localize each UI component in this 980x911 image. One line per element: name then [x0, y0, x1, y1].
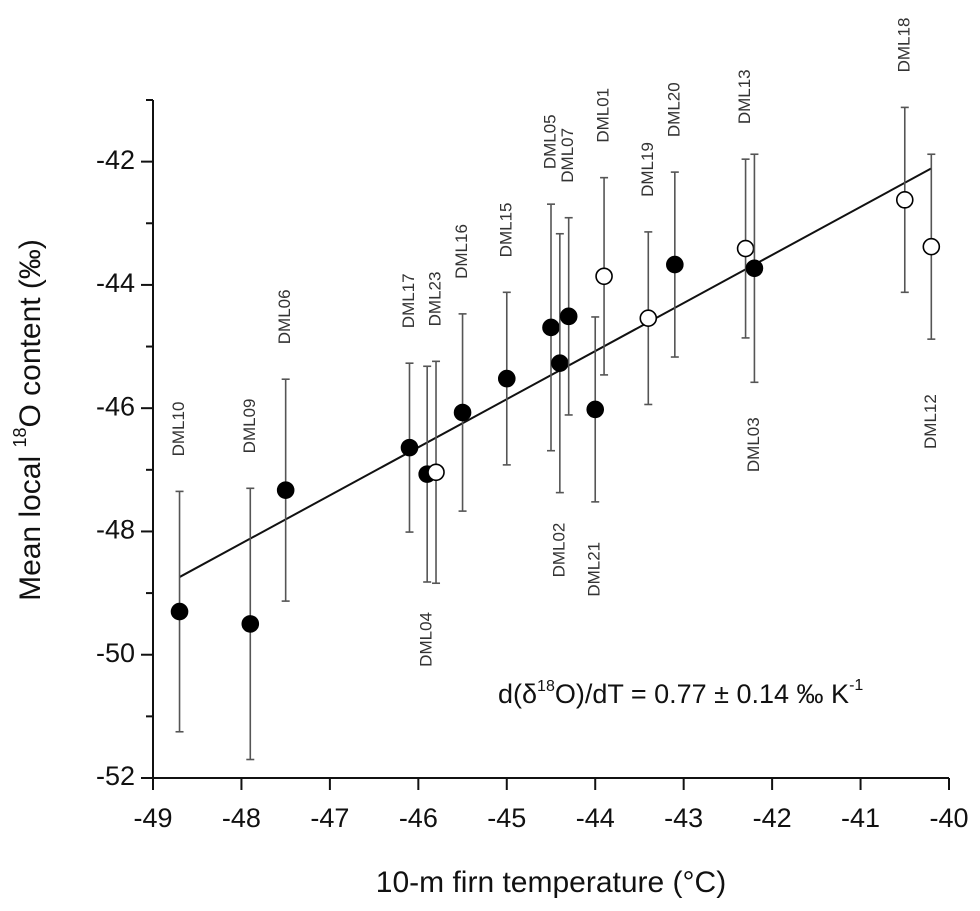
point-label: DML13	[735, 69, 754, 124]
point-label: DML21	[585, 542, 604, 597]
x-tick-label: -42	[753, 803, 792, 833]
annotation-text: O)/dT = 0.77 ± 0.14 ‰ K	[555, 679, 849, 709]
y-tick-label: -44	[96, 268, 135, 298]
annotation: d(δ18O)/dT = 0.77 ± 0.14 ‰ K-1	[498, 677, 863, 709]
point-label: DML17	[399, 273, 418, 328]
point-label: DML10	[169, 402, 188, 457]
point	[745, 259, 764, 278]
point	[595, 267, 613, 286]
y-axis-label: Mean local 18O content (‰)	[10, 239, 47, 601]
point	[542, 318, 560, 337]
y-label-text: Mean local	[14, 448, 47, 601]
y-label-sup: 18	[10, 427, 30, 447]
x-tick-label: -43	[664, 803, 703, 833]
point-label: DML02	[549, 523, 568, 578]
point	[276, 481, 295, 499]
point	[559, 307, 578, 326]
point-label: DML20	[664, 82, 683, 137]
point	[586, 400, 605, 419]
y-tick-label: -46	[96, 391, 135, 421]
annotation-sup: -1	[849, 677, 863, 694]
point-label: DML09	[240, 398, 259, 453]
x-tick-label: -49	[133, 803, 172, 833]
y-tick-label: -48	[96, 515, 135, 545]
point	[922, 237, 941, 256]
annotation-text: d(δ	[498, 679, 537, 709]
y-label-text: O content (‰)	[14, 239, 47, 427]
point-label: DML12	[921, 394, 940, 449]
point	[400, 438, 419, 457]
fit-line	[179, 167, 932, 578]
point	[170, 602, 189, 621]
point	[241, 615, 260, 633]
x-tick-label: -44	[576, 803, 615, 833]
point-label: DML06	[275, 289, 294, 344]
point-label: DML16	[452, 224, 471, 279]
x-tick-label: -41	[841, 803, 880, 833]
point	[639, 309, 658, 327]
point	[666, 255, 684, 274]
point-label: DML07	[558, 128, 577, 183]
point	[427, 463, 445, 482]
point	[736, 239, 755, 258]
point-label: DML19	[638, 142, 657, 197]
y-tick-label: -50	[96, 638, 135, 668]
point	[895, 191, 914, 209]
point-label: DML04	[417, 612, 436, 667]
point	[551, 354, 569, 372]
point-label: DML01	[594, 88, 613, 143]
annotation-sup: 18	[537, 678, 555, 695]
y-tick-label: -42	[96, 145, 135, 175]
point-label: DML23	[426, 272, 445, 327]
point-label: DML03	[744, 417, 763, 472]
point-label: DML15	[496, 202, 515, 257]
x-axis-label: 10-m firn temperature (°C)	[376, 866, 726, 899]
point	[497, 369, 516, 388]
x-tick-label: -48	[222, 803, 261, 833]
x-tick-label: -40	[929, 803, 968, 833]
point-label: DML18	[894, 18, 913, 73]
x-tick-label: -47	[310, 803, 349, 833]
y-tick-label: -52	[96, 761, 135, 791]
point-label: DML05	[540, 114, 559, 169]
point	[453, 403, 472, 422]
x-tick-label: -46	[399, 803, 438, 833]
x-tick-label: -45	[487, 803, 526, 833]
